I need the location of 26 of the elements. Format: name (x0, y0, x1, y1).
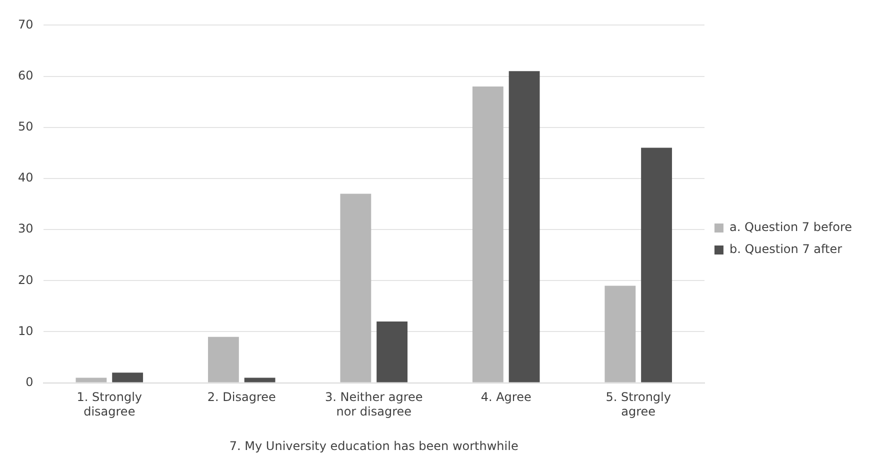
x-axis-title: 7. My University education has been worthwhile (229, 438, 518, 453)
x-tick-label: 1. Strongly disagree (76, 390, 142, 419)
legend-label: a. Question 7 before (729, 220, 852, 234)
x-tick-label: 3. Neither agree nor disagree (324, 390, 423, 419)
legend-label: b. Question 7 after (729, 242, 842, 256)
x-tick-label: 2. Disagree (207, 390, 276, 404)
bar (472, 86, 504, 382)
y-tick-label: 30 (18, 222, 34, 236)
y-tick-label: 40 (18, 170, 34, 185)
y-tick-label: 10 (18, 324, 34, 338)
bar (244, 378, 276, 382)
x-tick-label: 5. Strongly agree (606, 390, 671, 419)
bar (376, 321, 408, 382)
bar (604, 286, 636, 382)
bar (508, 71, 540, 382)
y-tick-label: 60 (18, 68, 34, 82)
y-tick-label: 70 (18, 17, 34, 32)
bar (208, 336, 239, 382)
y-tick-label: 0 (26, 374, 34, 389)
bar (112, 372, 144, 382)
y-tick-label: 20 (18, 272, 34, 287)
bar (641, 148, 672, 382)
bar (76, 378, 107, 382)
x-tick-label: 4. Agree (480, 390, 532, 404)
y-tick-label: 50 (18, 119, 34, 134)
bar (340, 194, 372, 382)
